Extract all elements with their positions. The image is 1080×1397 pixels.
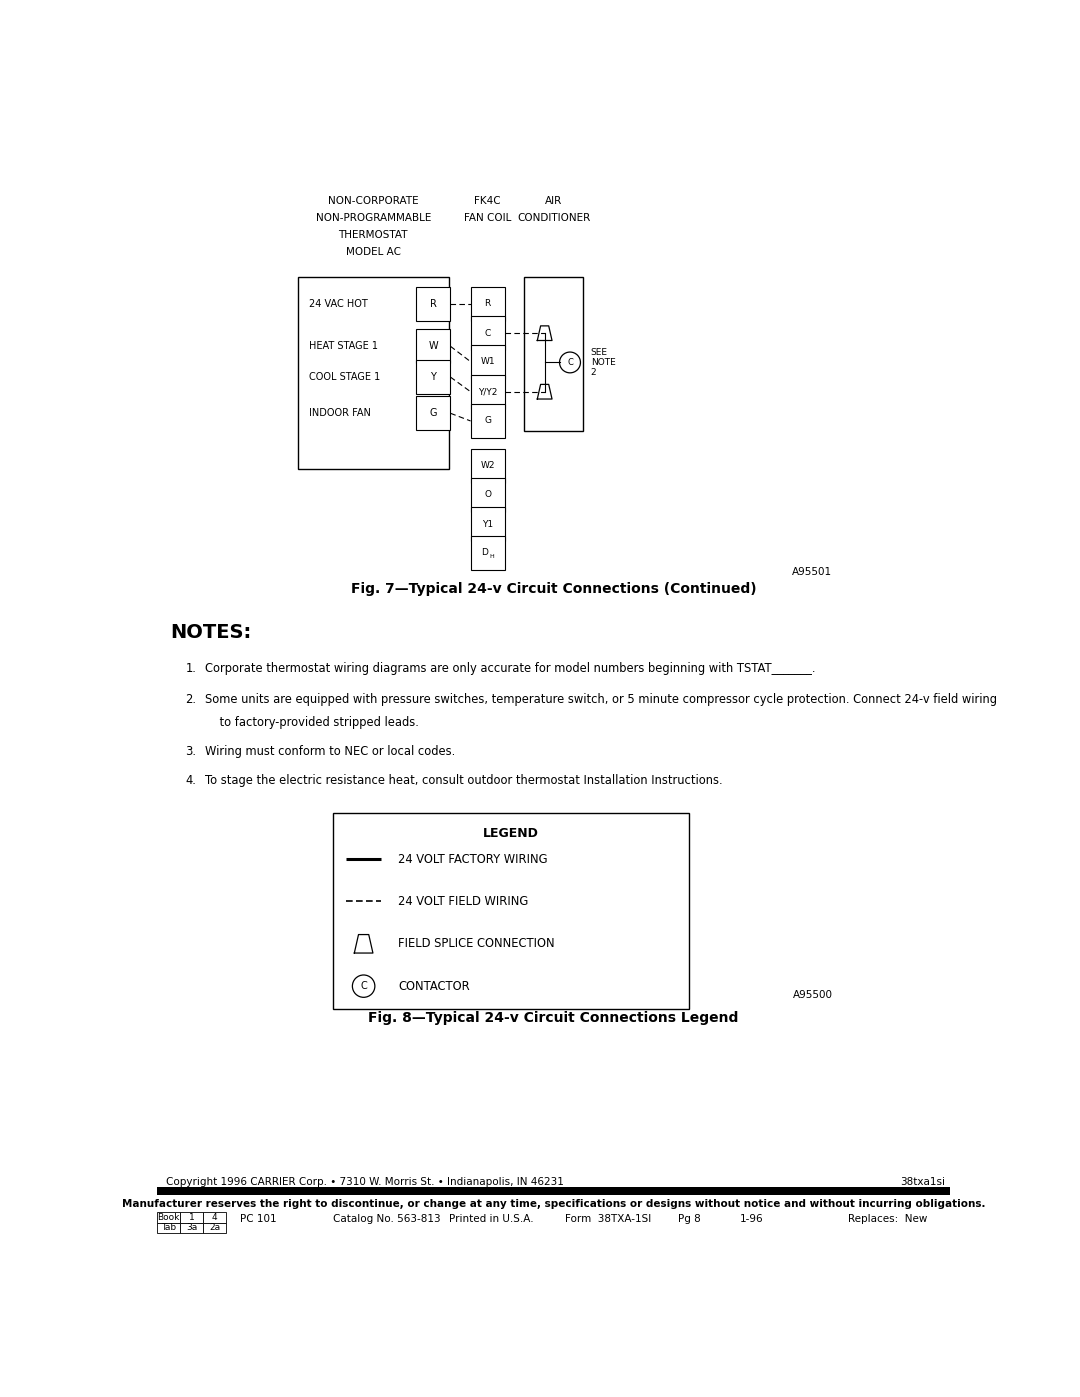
Text: G: G (484, 416, 491, 426)
Bar (203, 1222, 227, 1234)
Bar (471, 507, 504, 541)
Text: 3a: 3a (186, 1224, 198, 1232)
Bar (203, 1211, 227, 1222)
Text: AIR: AIR (545, 196, 562, 207)
Text: Catalog No. 563-813: Catalog No. 563-813 (333, 1214, 441, 1224)
Text: A95501: A95501 (793, 567, 833, 577)
Text: 38txa1si: 38txa1si (900, 1176, 945, 1186)
Text: Corporate thermostat wiring diagrams are only accurate for model numbers beginni: Corporate thermostat wiring diagrams are… (205, 662, 815, 675)
Text: NON-PROGRAMMABLE: NON-PROGRAMMABLE (315, 214, 431, 224)
Text: C: C (567, 358, 572, 367)
Text: THERMOSTAT: THERMOSTAT (338, 231, 408, 240)
Bar (471, 448, 504, 482)
Text: 1.: 1. (186, 662, 197, 675)
Text: Fig. 7—Typical 24-v Circuit Connections (Continued): Fig. 7—Typical 24-v Circuit Connections … (351, 581, 756, 597)
Text: LEGEND: LEGEND (483, 827, 539, 840)
Bar (157, 1211, 180, 1222)
Text: W: W (429, 341, 438, 351)
Text: CONDITIONER: CONDITIONER (517, 214, 590, 224)
Text: 24 VAC HOT: 24 VAC HOT (309, 299, 368, 309)
Text: HEAT STAGE 1: HEAT STAGE 1 (309, 341, 378, 351)
Text: A95500: A95500 (793, 990, 833, 1000)
Text: W2: W2 (481, 461, 495, 471)
Bar (298, 277, 449, 469)
Text: G: G (430, 408, 437, 418)
Text: Replaces:  New: Replaces: New (848, 1214, 928, 1224)
Bar (416, 286, 450, 321)
Text: 1-96: 1-96 (740, 1214, 764, 1224)
Text: 4.: 4. (186, 774, 197, 788)
Text: CONTACTOR: CONTACTOR (399, 979, 470, 993)
Text: Tab: Tab (161, 1224, 176, 1232)
Bar (157, 1187, 950, 1194)
Text: FK4C: FK4C (474, 196, 501, 207)
Bar (471, 478, 504, 511)
Text: C: C (361, 981, 367, 990)
Text: Pg 8: Pg 8 (677, 1214, 700, 1224)
Text: R: R (485, 299, 490, 309)
Text: To stage the electric resistance heat, consult outdoor thermostat Installation I: To stage the electric resistance heat, c… (205, 774, 723, 788)
Text: to factory-provided stripped leads.: to factory-provided stripped leads. (205, 715, 419, 729)
Bar (471, 345, 504, 379)
Text: FIELD SPLICE CONNECTION: FIELD SPLICE CONNECTION (399, 937, 555, 950)
Text: Some units are equipped with pressure switches, temperature switch, or 5 minute : Some units are equipped with pressure sw… (205, 693, 997, 705)
Bar (471, 316, 504, 351)
Text: NOTES:: NOTES: (170, 623, 252, 643)
Bar (416, 397, 450, 430)
Text: Book: Book (157, 1213, 179, 1221)
Bar (416, 360, 450, 394)
Bar (180, 1211, 203, 1222)
Text: 2a: 2a (210, 1224, 220, 1232)
Text: INDOOR FAN: INDOOR FAN (309, 408, 372, 418)
Text: 4: 4 (212, 1213, 218, 1221)
Text: PC 101: PC 101 (240, 1214, 276, 1224)
Bar (157, 1222, 180, 1234)
Text: COOL STAGE 1: COOL STAGE 1 (309, 372, 380, 383)
Text: NON-CORPORATE: NON-CORPORATE (328, 196, 419, 207)
Bar (471, 404, 504, 437)
Text: Printed in U.S.A.: Printed in U.S.A. (449, 1214, 534, 1224)
Bar (333, 813, 689, 1009)
Text: 1: 1 (189, 1213, 194, 1221)
Text: Copyright 1996 CARRIER Corp. • 7310 W. Morris St. • Indianapolis, IN 46231: Copyright 1996 CARRIER Corp. • 7310 W. M… (166, 1176, 564, 1186)
Text: C: C (485, 328, 490, 338)
Text: Fig. 8—Typical 24-v Circuit Connections Legend: Fig. 8—Typical 24-v Circuit Connections … (368, 1011, 739, 1025)
Text: Y: Y (431, 372, 436, 383)
Text: Manufacturer reserves the right to discontinue, or change at any time, specifica: Manufacturer reserves the right to disco… (122, 1200, 985, 1210)
Bar (471, 536, 504, 570)
Text: 3.: 3. (186, 745, 197, 759)
Bar (471, 374, 504, 409)
Bar (416, 330, 450, 363)
Text: 24 VOLT FACTORY WIRING: 24 VOLT FACTORY WIRING (399, 852, 548, 866)
Text: W1: W1 (481, 358, 495, 366)
Text: D: D (481, 548, 488, 557)
Text: 24 VOLT FIELD WIRING: 24 VOLT FIELD WIRING (399, 895, 529, 908)
Text: O: O (484, 490, 491, 499)
Text: SEE
NOTE
2: SEE NOTE 2 (591, 348, 616, 377)
Bar (524, 277, 583, 432)
Text: Form  38TXA-1SI: Form 38TXA-1SI (565, 1214, 651, 1224)
Text: FAN COIL: FAN COIL (464, 214, 511, 224)
Text: H: H (489, 555, 494, 559)
Text: R: R (430, 299, 436, 309)
Bar (471, 286, 504, 321)
Text: Y1: Y1 (482, 520, 494, 528)
Text: Y/Y2: Y/Y2 (478, 387, 497, 397)
Text: Wiring must conform to NEC or local codes.: Wiring must conform to NEC or local code… (205, 745, 455, 759)
Bar (180, 1222, 203, 1234)
Text: MODEL AC: MODEL AC (346, 247, 401, 257)
Text: 2.: 2. (186, 693, 197, 705)
